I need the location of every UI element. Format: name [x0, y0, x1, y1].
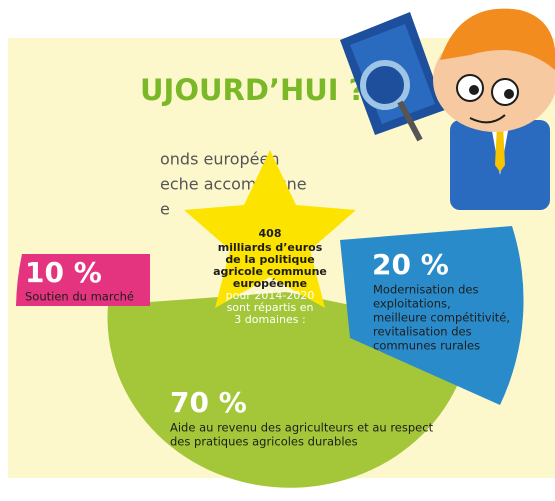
segment-value: 70 % — [170, 386, 247, 419]
segment-label: communes rurales — [373, 339, 480, 353]
star-text: européenne — [233, 277, 307, 290]
segment-label: revitalisation des — [373, 325, 472, 339]
star-text: pour 2014-2020 — [226, 289, 315, 302]
character — [340, 8, 555, 210]
segment-blue — [340, 226, 524, 405]
intro-line: onds européen — [160, 150, 280, 169]
star-amount: 408 — [259, 227, 282, 240]
star — [184, 150, 356, 308]
segment-value: 10 % — [25, 256, 102, 289]
star-text: 3 domaines : — [234, 313, 305, 326]
star-text: sont répartis en — [227, 301, 314, 314]
segment-label: meilleure compétitivité, — [373, 311, 510, 325]
star-text: de la politique — [225, 253, 314, 266]
title: UJOURD’HUI ? — [140, 73, 366, 107]
segment-label: exploitations, — [373, 297, 451, 311]
segment-label: des pratiques agricoles durables — [170, 435, 358, 449]
star-text: agricole commune — [213, 265, 327, 278]
segment-label: Soutien du marché — [25, 290, 134, 304]
segment-pink — [16, 254, 150, 306]
segment-label: Modernisation des — [373, 283, 478, 297]
segment-label: Aide au revenu des agriculteurs et au re… — [170, 421, 434, 435]
segment-value: 20 % — [372, 248, 449, 281]
star-text: milliards d’euros — [218, 241, 323, 254]
intro-line: e — [160, 200, 170, 219]
